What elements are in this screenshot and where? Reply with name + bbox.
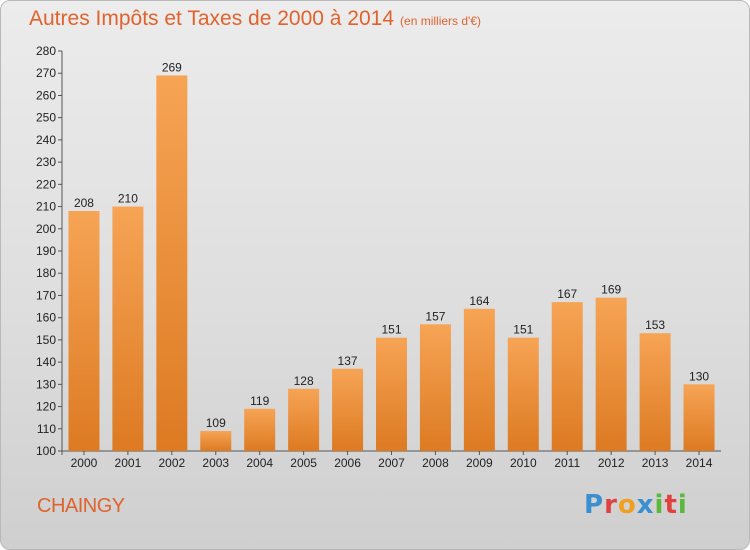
bar bbox=[156, 75, 188, 451]
y-tick-label: 180 bbox=[36, 266, 56, 280]
x-tick-label: 2008 bbox=[422, 456, 449, 470]
bar-value-label: 128 bbox=[294, 374, 314, 388]
bar-value-label: 151 bbox=[381, 323, 401, 337]
bar-value-label: 130 bbox=[689, 369, 709, 383]
logo-letter: r bbox=[604, 490, 618, 520]
bar-value-label: 210 bbox=[118, 192, 138, 206]
bar bbox=[595, 297, 627, 451]
bar-value-label: 269 bbox=[162, 60, 182, 74]
logo-letter: i bbox=[677, 490, 688, 520]
bar-value-label: 169 bbox=[601, 283, 621, 297]
x-tick-label: 2012 bbox=[598, 456, 625, 470]
y-tick-label: 200 bbox=[36, 222, 56, 236]
bar-value-label: 208 bbox=[74, 196, 94, 210]
bar bbox=[332, 368, 364, 451]
bar bbox=[683, 384, 715, 451]
bar bbox=[68, 211, 100, 451]
bar-value-label: 167 bbox=[557, 287, 577, 301]
x-tick-label: 2011 bbox=[554, 456, 580, 470]
y-tick-label: 130 bbox=[36, 377, 56, 391]
bar bbox=[507, 337, 539, 451]
y-tick-label: 120 bbox=[36, 400, 56, 414]
x-tick-label: 2001 bbox=[115, 456, 142, 470]
x-tick-label: 2014 bbox=[686, 456, 713, 470]
y-tick-label: 250 bbox=[36, 111, 56, 125]
logo-letter: t bbox=[664, 490, 678, 520]
y-tick-label: 240 bbox=[36, 133, 56, 147]
x-tick-label: 2002 bbox=[158, 456, 185, 470]
plot-area: 100 110 120 130 140 150 160 170 180 190 200 210 220 2… bbox=[36, 44, 721, 470]
logo-letter: x bbox=[636, 490, 655, 520]
y-tick-label: 260 bbox=[36, 88, 56, 102]
y-tick-label: 110 bbox=[37, 422, 56, 436]
y-tick-label: 210 bbox=[36, 200, 56, 214]
chart-title-text: Autres Impôts et Taxes de 2000 à 2014 bbox=[29, 7, 395, 30]
y-tick-label: 220 bbox=[36, 177, 56, 191]
chart-title: Autres Impôts et Taxes de 2000 à 2014 (en… bbox=[29, 7, 481, 31]
proxiti-logo: Proxiti bbox=[584, 490, 688, 520]
bar bbox=[463, 308, 495, 451]
commune-name: CHAINGY bbox=[37, 495, 125, 517]
x-tick-label: 2004 bbox=[246, 456, 273, 470]
y-tick-label: 160 bbox=[36, 311, 56, 325]
bar-value-label: 153 bbox=[645, 318, 665, 332]
bar bbox=[200, 431, 232, 451]
y-tick-label: 270 bbox=[36, 66, 56, 80]
y-tick-label: 140 bbox=[36, 355, 56, 369]
logo-letter: i bbox=[654, 490, 665, 520]
y-tick-label: 190 bbox=[36, 244, 56, 258]
bar-value-label: 157 bbox=[425, 309, 445, 323]
bar-value-label: 119 bbox=[250, 394, 269, 408]
logo-letter: P bbox=[584, 490, 605, 520]
bar bbox=[112, 206, 144, 451]
bar-value-label: 137 bbox=[338, 354, 358, 368]
bar bbox=[419, 324, 451, 451]
bar bbox=[551, 302, 583, 451]
bar bbox=[244, 408, 276, 451]
y-tick-label: 280 bbox=[36, 44, 56, 58]
y-tick-label: 150 bbox=[36, 333, 56, 347]
x-tick-label: 2005 bbox=[290, 456, 317, 470]
y-tick-label: 100 bbox=[36, 444, 56, 458]
bar-value-label: 164 bbox=[469, 294, 489, 308]
bar-value-label: 151 bbox=[513, 323, 533, 337]
chart-subtitle: (en milliers d'€) bbox=[400, 14, 482, 28]
x-tick-label: 2009 bbox=[466, 456, 493, 470]
x-tick-label: 2000 bbox=[71, 456, 98, 470]
logo-letter: o bbox=[617, 490, 637, 520]
x-tick-label: 2013 bbox=[642, 456, 669, 470]
y-tick-label: 230 bbox=[36, 155, 56, 169]
x-tick-label: 2010 bbox=[510, 456, 537, 470]
bar-value-label: 109 bbox=[206, 416, 226, 430]
x-tick-label: 2003 bbox=[202, 456, 229, 470]
bar bbox=[376, 337, 407, 451]
x-tick-label: 2006 bbox=[334, 456, 361, 470]
y-tick-label: 170 bbox=[36, 288, 56, 302]
bar bbox=[288, 388, 320, 451]
bar bbox=[639, 333, 671, 451]
x-tick-label: 2007 bbox=[378, 456, 405, 470]
